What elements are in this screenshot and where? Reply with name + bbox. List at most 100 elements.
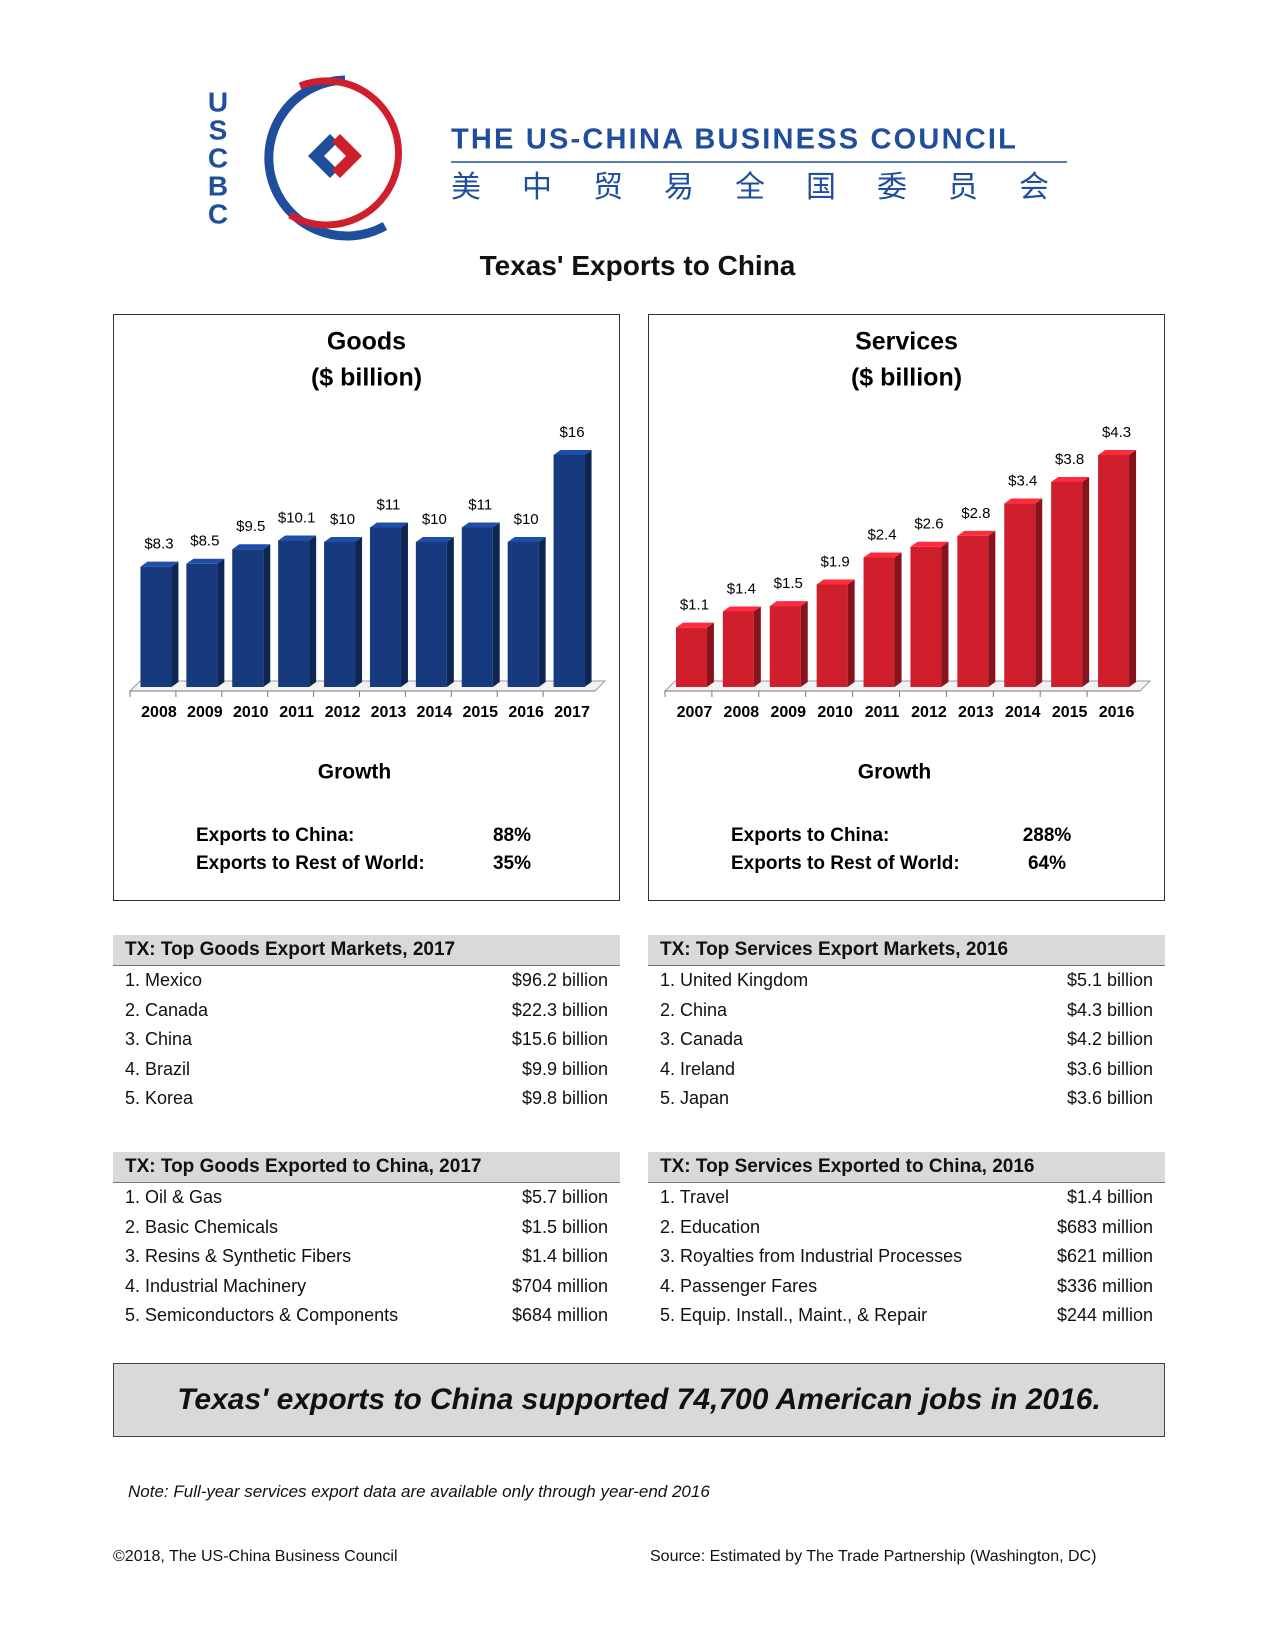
- bar-front: [1004, 503, 1036, 687]
- bar: [863, 552, 902, 687]
- chart-title: Services: [855, 328, 958, 356]
- row-label: 1. Oil & Gas: [125, 1187, 223, 1207]
- bar-side: [400, 522, 408, 687]
- services-panel: Services ($ billion) $1.1 2007 $1.4 2008 $1.5 2…: [648, 314, 1165, 901]
- bar-top: [769, 601, 808, 607]
- bar-top: [186, 558, 225, 564]
- bar-top: [722, 606, 761, 612]
- x-tick-label: 2016: [508, 704, 544, 721]
- value-label: $1.9: [821, 553, 850, 570]
- logo-diamond-right: [332, 134, 362, 178]
- source: Source: Estimated by The Trade Partnersh…: [650, 1548, 1097, 1565]
- row-value: $4.3 billion: [1066, 999, 1153, 1020]
- bar-front: [863, 557, 895, 687]
- value-label: $10: [514, 511, 539, 528]
- bar-side: [492, 522, 500, 687]
- bar: [1051, 476, 1090, 687]
- row-value: $3.6 billion: [1066, 1088, 1153, 1108]
- growth-label: Exports to Rest of World:: [196, 853, 425, 874]
- row-value: $15.6 billion: [511, 1029, 608, 1049]
- bar-front: [461, 527, 493, 687]
- chart-title: Goods: [327, 328, 406, 356]
- logo-diamond-left: [308, 134, 338, 178]
- value-label: $1.1: [680, 597, 709, 614]
- org-name: THE US-CHINA BUSINESS COUNCIL: [451, 124, 1018, 156]
- bar-side: [1035, 498, 1043, 687]
- bar: [957, 530, 996, 687]
- growth-label: Exports to China:: [731, 825, 889, 846]
- row-label: 5. Japan: [660, 1088, 730, 1108]
- row-label: 2. Basic Chemicals: [125, 1216, 279, 1237]
- logo-letter: S: [209, 114, 228, 145]
- logo: U S C B C THE US-CHINA BUSINESS COUNCIL …: [208, 75, 1067, 241]
- bar-top: [324, 537, 363, 542]
- bar-top: [816, 579, 855, 585]
- bar: [553, 450, 592, 687]
- logo-arc-red: [288, 77, 402, 229]
- row-value: $244 million: [1056, 1305, 1153, 1325]
- bar: [1098, 450, 1137, 687]
- table-row: 4. Ireland $3.6 billion: [648, 1055, 1165, 1085]
- table-row: 1. Oil & Gas $5.7 billion: [113, 1183, 620, 1213]
- growth-label: Exports to China:: [196, 825, 354, 846]
- row-value: $704 million: [511, 1275, 608, 1296]
- value-label: $10.1: [278, 510, 316, 527]
- bar-top: [957, 530, 996, 536]
- logo-letter: U: [208, 86, 228, 117]
- bar-side: [217, 558, 225, 687]
- growth-value: 64%: [1028, 853, 1066, 874]
- row-label: 5. Equip. Install., Maint., & Repair: [660, 1305, 928, 1325]
- table: TX: Top Services Exported to China, 2016…: [648, 1152, 1165, 1331]
- logo-letter: C: [208, 142, 228, 173]
- row-label: 1. Travel: [660, 1187, 730, 1207]
- table-row: 3. Canada $4.2 billion: [648, 1025, 1165, 1055]
- value-label: $2.6: [914, 516, 943, 533]
- x-tick-label: 2009: [187, 704, 223, 721]
- logo-letters: U S C B C: [208, 86, 228, 229]
- table-row: 4. Industrial Machinery $704 million: [113, 1272, 620, 1302]
- row-value: $96.2 billion: [511, 970, 608, 990]
- table-row: 3. Resins & Synthetic Fibers $1.4 billion: [113, 1242, 620, 1272]
- x-tick-label: 2012: [911, 704, 947, 721]
- row-label: 4. Passenger Fares: [660, 1275, 818, 1296]
- bar-front: [910, 546, 942, 687]
- row-label: 1. Mexico: [125, 970, 203, 990]
- row-label: 2. China: [660, 999, 728, 1020]
- banner: Texas' exports to China supported 74,700…: [113, 1363, 1165, 1437]
- bar: [415, 537, 454, 687]
- bar-side: [800, 601, 808, 687]
- table-row: 5. Japan $3.6 billion: [648, 1084, 1165, 1114]
- bar: [186, 558, 225, 687]
- value-label: $10: [422, 511, 447, 528]
- bar: [722, 606, 761, 687]
- x-tick-label: 2015: [462, 704, 498, 721]
- growth-value: 35%: [493, 853, 531, 874]
- table-title: TX: Top Goods Export Markets, 2017: [113, 935, 620, 966]
- bar-side: [753, 606, 761, 687]
- value-label: $4.3: [1102, 424, 1131, 441]
- value-label: $2.8: [961, 505, 990, 522]
- bar: [816, 579, 855, 687]
- bar: [140, 561, 179, 687]
- bar: [507, 537, 546, 687]
- row-label: 5. Semiconductors & Components: [125, 1305, 399, 1325]
- chart: Services ($ billion) $1.1 2007 $1.4 2008 $1.5 2…: [663, 328, 1152, 874]
- bar-side: [847, 579, 855, 687]
- row-value: $5.1 billion: [1066, 970, 1153, 990]
- bar-front: [1051, 481, 1083, 687]
- x-tick-label: 2013: [371, 704, 407, 721]
- bar-top: [278, 535, 317, 541]
- bar-front: [369, 527, 401, 687]
- x-tick-label: 2010: [233, 704, 269, 721]
- value-label: $11: [468, 496, 492, 513]
- bar-side: [538, 537, 546, 687]
- x-tick-label: 2011: [279, 704, 314, 721]
- bar-front: [140, 566, 172, 687]
- table-row: 4. Passenger Fares $336 million: [648, 1272, 1165, 1302]
- x-tick-label: 2013: [958, 704, 994, 721]
- row-value: $683 million: [1056, 1216, 1153, 1237]
- bar-side: [584, 450, 592, 687]
- row-label: 3. Canada: [660, 1029, 744, 1049]
- row-label: 3. Resins & Synthetic Fibers: [125, 1246, 352, 1266]
- value-label: $11: [376, 496, 400, 513]
